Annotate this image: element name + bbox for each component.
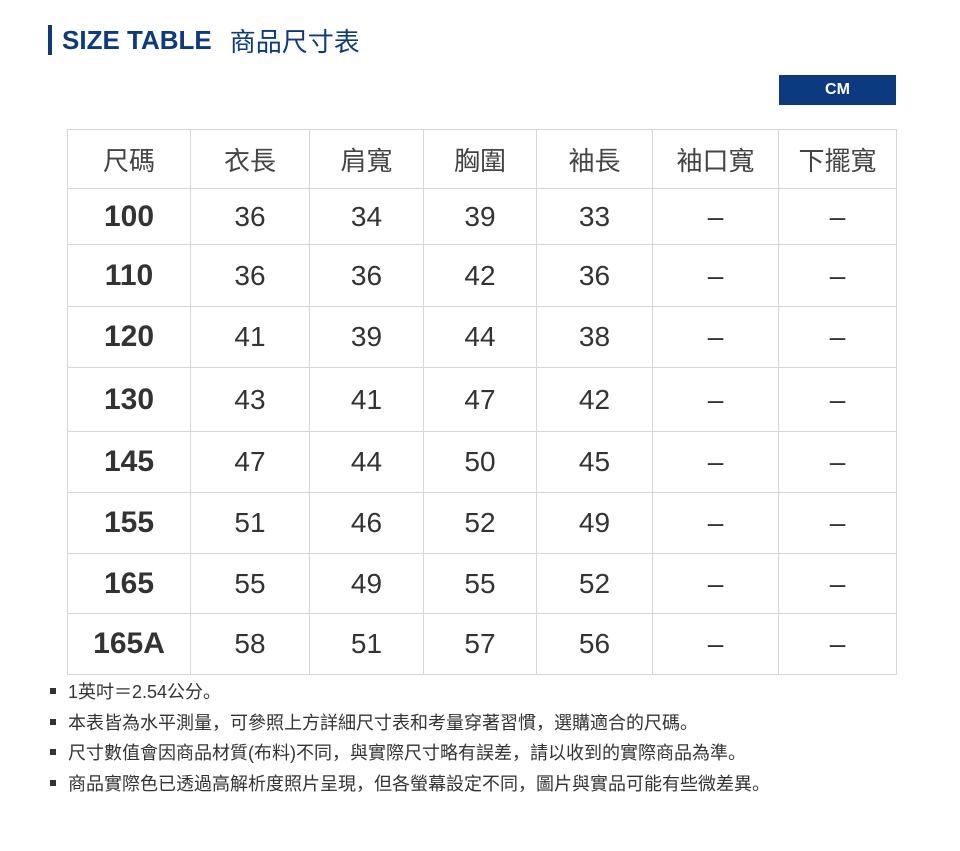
measurement-cell: 50 (423, 431, 537, 493)
column-header: 尺碼 (67, 129, 191, 189)
measurement-cell: 36 (309, 244, 424, 307)
table-row: 165 55 49 55 52– – (67, 553, 897, 614)
title-accent-bar (48, 25, 52, 55)
measurement-cell: 49 (536, 492, 653, 554)
table-row: 145 47 44 50 45– – (67, 431, 897, 493)
measurement-cell: 43 (190, 367, 310, 432)
measurement-cell: 36 (190, 244, 310, 307)
column-header: 肩寬 (309, 129, 424, 189)
measurement-cell: 52 (423, 492, 537, 554)
size-cell: 110 (67, 244, 191, 307)
measurement-cell: 41 (190, 306, 310, 368)
unit-badge: CM (779, 75, 896, 105)
measurement-cell: – (778, 613, 897, 675)
size-cell: 130 (67, 367, 191, 432)
size-cell: 155 (67, 492, 191, 554)
measurement-cell: – (778, 306, 897, 368)
measurement-cell: 47 (423, 367, 537, 432)
measurement-cell: – (778, 244, 897, 307)
measurement-cell: – (652, 367, 779, 432)
measurement-cell: – (652, 492, 779, 554)
measurement-cell: 39 (309, 306, 424, 368)
measurement-cell: – (778, 553, 897, 614)
measurement-cell: 39 (423, 188, 537, 245)
measurement-cell: 51 (309, 613, 424, 675)
measurement-cell: 44 (423, 306, 537, 368)
bullet-icon (50, 779, 56, 786)
size-cell: 100 (67, 188, 191, 245)
measurement-cell: – (652, 188, 779, 245)
column-header: 衣長 (190, 129, 310, 189)
size-table: 尺碼 衣長 肩寬 胸圍 袖長 袖口寬 下擺寬 100 36 34 39 33– –110 36 36 42 3… (67, 129, 897, 675)
title-cn: 商品尺寸表 (229, 26, 360, 57)
measurement-cell: 58 (190, 613, 310, 675)
measurement-cell: 42 (536, 367, 653, 432)
measurement-cell: – (652, 244, 779, 307)
measurement-cell: 42 (423, 244, 537, 307)
note-item: 商品實際色已透過高解析度照片呈現，但各螢幕設定不同，圖片與實品可能有些微差異。 (50, 768, 770, 799)
note-item: 尺寸數值會因商品材質(布料)不同，與實際尺寸略有誤差，請以收到的實際商品為準。 (50, 737, 770, 768)
measurement-cell: 52 (536, 553, 653, 614)
note-text: 尺寸數值會因商品材質(布料)不同，與實際尺寸略有誤差，請以收到的實際商品為準。 (68, 743, 746, 764)
measurement-cell: 38 (536, 306, 653, 368)
note-text: 本表皆為水平測量，可參照上方詳細尺寸表和考量穿著習慣，選購適合的尺碼。 (68, 712, 698, 733)
size-cell: 165A (67, 613, 191, 675)
measurement-cell: – (652, 306, 779, 368)
size-cell: 165 (67, 553, 191, 614)
note-text: 1英吋＝2.54公分。 (68, 682, 222, 703)
size-cell: 120 (67, 306, 191, 368)
table-row: 155 51 46 52 49– – (67, 492, 897, 554)
column-header: 胸圍 (423, 129, 537, 189)
notes-list: 1英吋＝2.54公分。本表皆為水平測量，可參照上方詳細尺寸表和考量穿著習慣，選購… (50, 676, 770, 798)
table-row: 130 43 41 47 42– – (67, 367, 897, 432)
measurement-cell: 56 (536, 613, 653, 675)
measurement-cell: 34 (309, 188, 424, 245)
measurement-cell: 55 (190, 553, 310, 614)
measurement-cell: 44 (309, 431, 424, 493)
table-row: 120 41 39 44 38– – (67, 306, 897, 368)
measurement-cell: – (778, 431, 897, 493)
measurement-cell: – (652, 553, 779, 614)
bullet-icon (50, 718, 56, 725)
measurement-cell: 55 (423, 553, 537, 614)
measurement-cell: – (778, 188, 897, 245)
title-en: SIZE TABLE (62, 24, 212, 55)
note-item: 本表皆為水平測量，可參照上方詳細尺寸表和考量穿著習慣，選購適合的尺碼。 (50, 707, 770, 738)
measurement-cell: – (778, 492, 897, 554)
measurement-cell: – (652, 431, 779, 493)
measurement-cell: 36 (190, 188, 310, 245)
note-item: 1英吋＝2.54公分。 (50, 676, 770, 707)
table-header-row: 尺碼 衣長 肩寬 胸圍 袖長 袖口寬 下擺寬 (67, 129, 897, 189)
size-cell: 145 (67, 431, 191, 493)
measurement-cell: 45 (536, 431, 653, 493)
measurement-cell: 46 (309, 492, 424, 554)
measurement-cell: 47 (190, 431, 310, 493)
bullet-icon (50, 749, 56, 756)
column-header: 袖長 (536, 129, 653, 189)
measurement-cell: 41 (309, 367, 424, 432)
measurement-cell: – (652, 613, 779, 675)
measurement-cell: 49 (309, 553, 424, 614)
page-title: SIZE TABLE 商品尺寸表 (48, 24, 360, 57)
table-row: 100 36 34 39 33– – (67, 188, 897, 245)
bullet-icon (50, 688, 56, 695)
measurement-cell: – (778, 367, 897, 432)
measurement-cell: 36 (536, 244, 653, 307)
measurement-cell: 51 (190, 492, 310, 554)
note-text: 商品實際色已透過高解析度照片呈現，但各螢幕設定不同，圖片與實品可能有些微差異。 (68, 773, 770, 794)
table-row: 165A 58 51 57 56– – (67, 613, 897, 675)
column-header: 下擺寬 (778, 129, 897, 189)
measurement-cell: 57 (423, 613, 537, 675)
column-header: 袖口寬 (652, 129, 779, 189)
measurement-cell: 33 (536, 188, 653, 245)
table-row: 110 36 36 42 36– – (67, 244, 897, 307)
